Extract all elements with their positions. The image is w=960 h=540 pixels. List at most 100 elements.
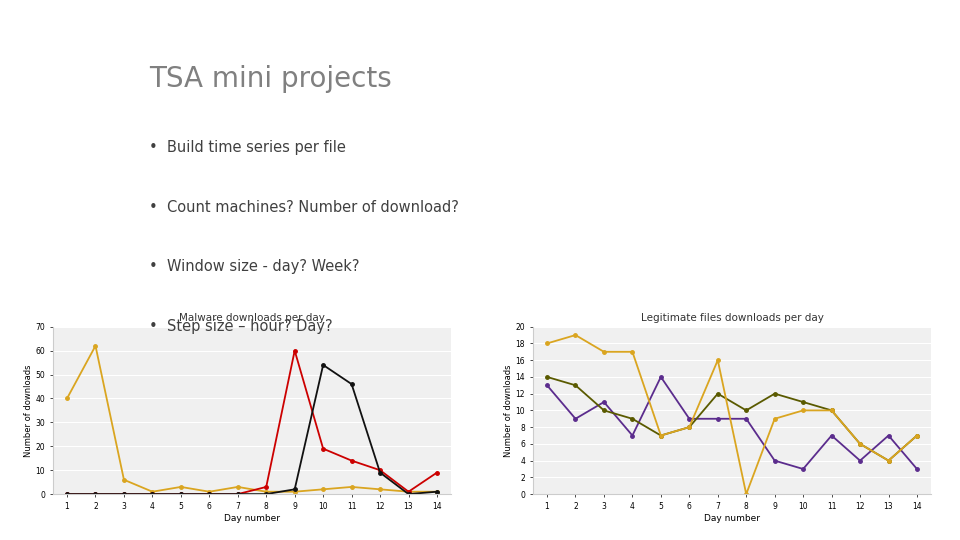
Legitimate 1	[541, 382, 553, 388]
Malware 3	[147, 491, 158, 497]
Malware 3	[260, 491, 272, 497]
Text: •  Step size – hour? Day?: • Step size – hour? Day?	[149, 319, 332, 334]
Legitimate 1	[911, 465, 923, 472]
Legitimate 2	[740, 407, 752, 414]
Legitimate 1	[740, 416, 752, 422]
Legitimate 2	[883, 457, 895, 464]
Legitimate 2	[541, 374, 553, 380]
Legitimate 1	[826, 432, 837, 438]
Malware 3	[232, 491, 244, 497]
Malware 3	[204, 491, 215, 497]
Malware 2	[175, 491, 186, 497]
Legitimate 3	[655, 432, 666, 438]
Malware 1	[318, 486, 329, 492]
Title: Malware downloads per day: Malware downloads per day	[180, 313, 324, 323]
Legitimate 3	[854, 441, 866, 447]
Legitimate 2	[769, 390, 780, 397]
Malware 2	[89, 491, 101, 497]
Legitimate 1	[712, 416, 724, 422]
Legitimate 2	[627, 416, 638, 422]
Legitimate 3	[798, 407, 809, 414]
Y-axis label: Number of downloads: Number of downloads	[24, 364, 33, 457]
Legitimate 2	[655, 432, 666, 438]
Malware 3	[118, 491, 130, 497]
Line: Malware 3: Malware 3	[65, 363, 439, 496]
Y-axis label: Number of downloads: Number of downloads	[504, 364, 513, 457]
Malware 2	[118, 491, 130, 497]
Line: Legitimate 1: Legitimate 1	[545, 375, 919, 471]
Legitimate 1	[854, 457, 866, 464]
Malware 3	[318, 362, 329, 368]
Malware 1	[89, 342, 101, 349]
Malware 3	[89, 491, 101, 497]
Malware 1	[403, 489, 415, 495]
Malware 2	[403, 489, 415, 495]
Malware 1	[204, 489, 215, 495]
Title: Legitimate files downloads per day: Legitimate files downloads per day	[640, 313, 824, 323]
Malware 3	[61, 491, 73, 497]
Malware 1	[118, 476, 130, 483]
Legitimate 3	[826, 407, 837, 414]
Malware 3	[346, 381, 357, 387]
Text: •  Count machines? Number of download?: • Count machines? Number of download?	[149, 200, 459, 215]
Legitimate 3	[712, 357, 724, 363]
X-axis label: Day number: Day number	[704, 514, 760, 523]
Malware 3	[431, 489, 443, 495]
Legitimate 1	[569, 416, 581, 422]
Legitimate 1	[627, 432, 638, 438]
Malware 1	[147, 489, 158, 495]
Malware 3	[403, 491, 415, 497]
Legitimate 3	[541, 340, 553, 347]
Legitimate 3	[598, 349, 610, 355]
Malware 1	[346, 484, 357, 490]
Text: •  Build time series per file: • Build time series per file	[149, 140, 346, 156]
Malware 2	[374, 467, 386, 474]
Malware 1	[374, 486, 386, 492]
Legitimate 3	[769, 416, 780, 422]
Malware 2	[318, 446, 329, 452]
Legitimate 3	[740, 491, 752, 497]
Malware 2	[147, 491, 158, 497]
Malware 3	[289, 486, 300, 492]
Legitimate 3	[569, 332, 581, 338]
Malware 1	[175, 484, 186, 490]
Malware 1	[232, 484, 244, 490]
Legitimate 1	[684, 416, 695, 422]
Legitimate 2	[911, 432, 923, 438]
Malware 2	[260, 484, 272, 490]
Legitimate 1	[883, 432, 895, 438]
Legitimate 1	[655, 374, 666, 380]
Malware 3	[175, 491, 186, 497]
Legitimate 2	[598, 407, 610, 414]
Malware 3	[374, 469, 386, 476]
Malware 2	[431, 469, 443, 476]
Malware 1	[61, 395, 73, 402]
Legitimate 3	[911, 432, 923, 438]
Legitimate 2	[712, 390, 724, 397]
Text: •  Window size - day? Week?: • Window size - day? Week?	[149, 259, 359, 274]
Legitimate 3	[684, 424, 695, 430]
Legitimate 1	[769, 457, 780, 464]
Legitimate 2	[826, 407, 837, 414]
Line: Malware 1: Malware 1	[65, 344, 439, 494]
Legitimate 1	[798, 465, 809, 472]
Legitimate 1	[598, 399, 610, 405]
Line: Malware 2: Malware 2	[65, 349, 439, 496]
Malware 2	[289, 347, 300, 354]
Malware 2	[346, 457, 357, 464]
Malware 1	[260, 489, 272, 495]
Malware 1	[431, 489, 443, 495]
Legitimate 2	[684, 424, 695, 430]
Legitimate 2	[569, 382, 581, 388]
Legitimate 3	[627, 349, 638, 355]
X-axis label: Day number: Day number	[224, 514, 280, 523]
Legitimate 2	[854, 441, 866, 447]
Malware 1	[289, 489, 300, 495]
Malware 2	[232, 491, 244, 497]
Legitimate 3	[883, 457, 895, 464]
Malware 2	[61, 491, 73, 497]
Text: TSA mini projects: TSA mini projects	[149, 65, 392, 93]
Line: Legitimate 3: Legitimate 3	[545, 333, 919, 496]
Line: Legitimate 2: Legitimate 2	[545, 375, 919, 462]
Legitimate 2	[798, 399, 809, 405]
